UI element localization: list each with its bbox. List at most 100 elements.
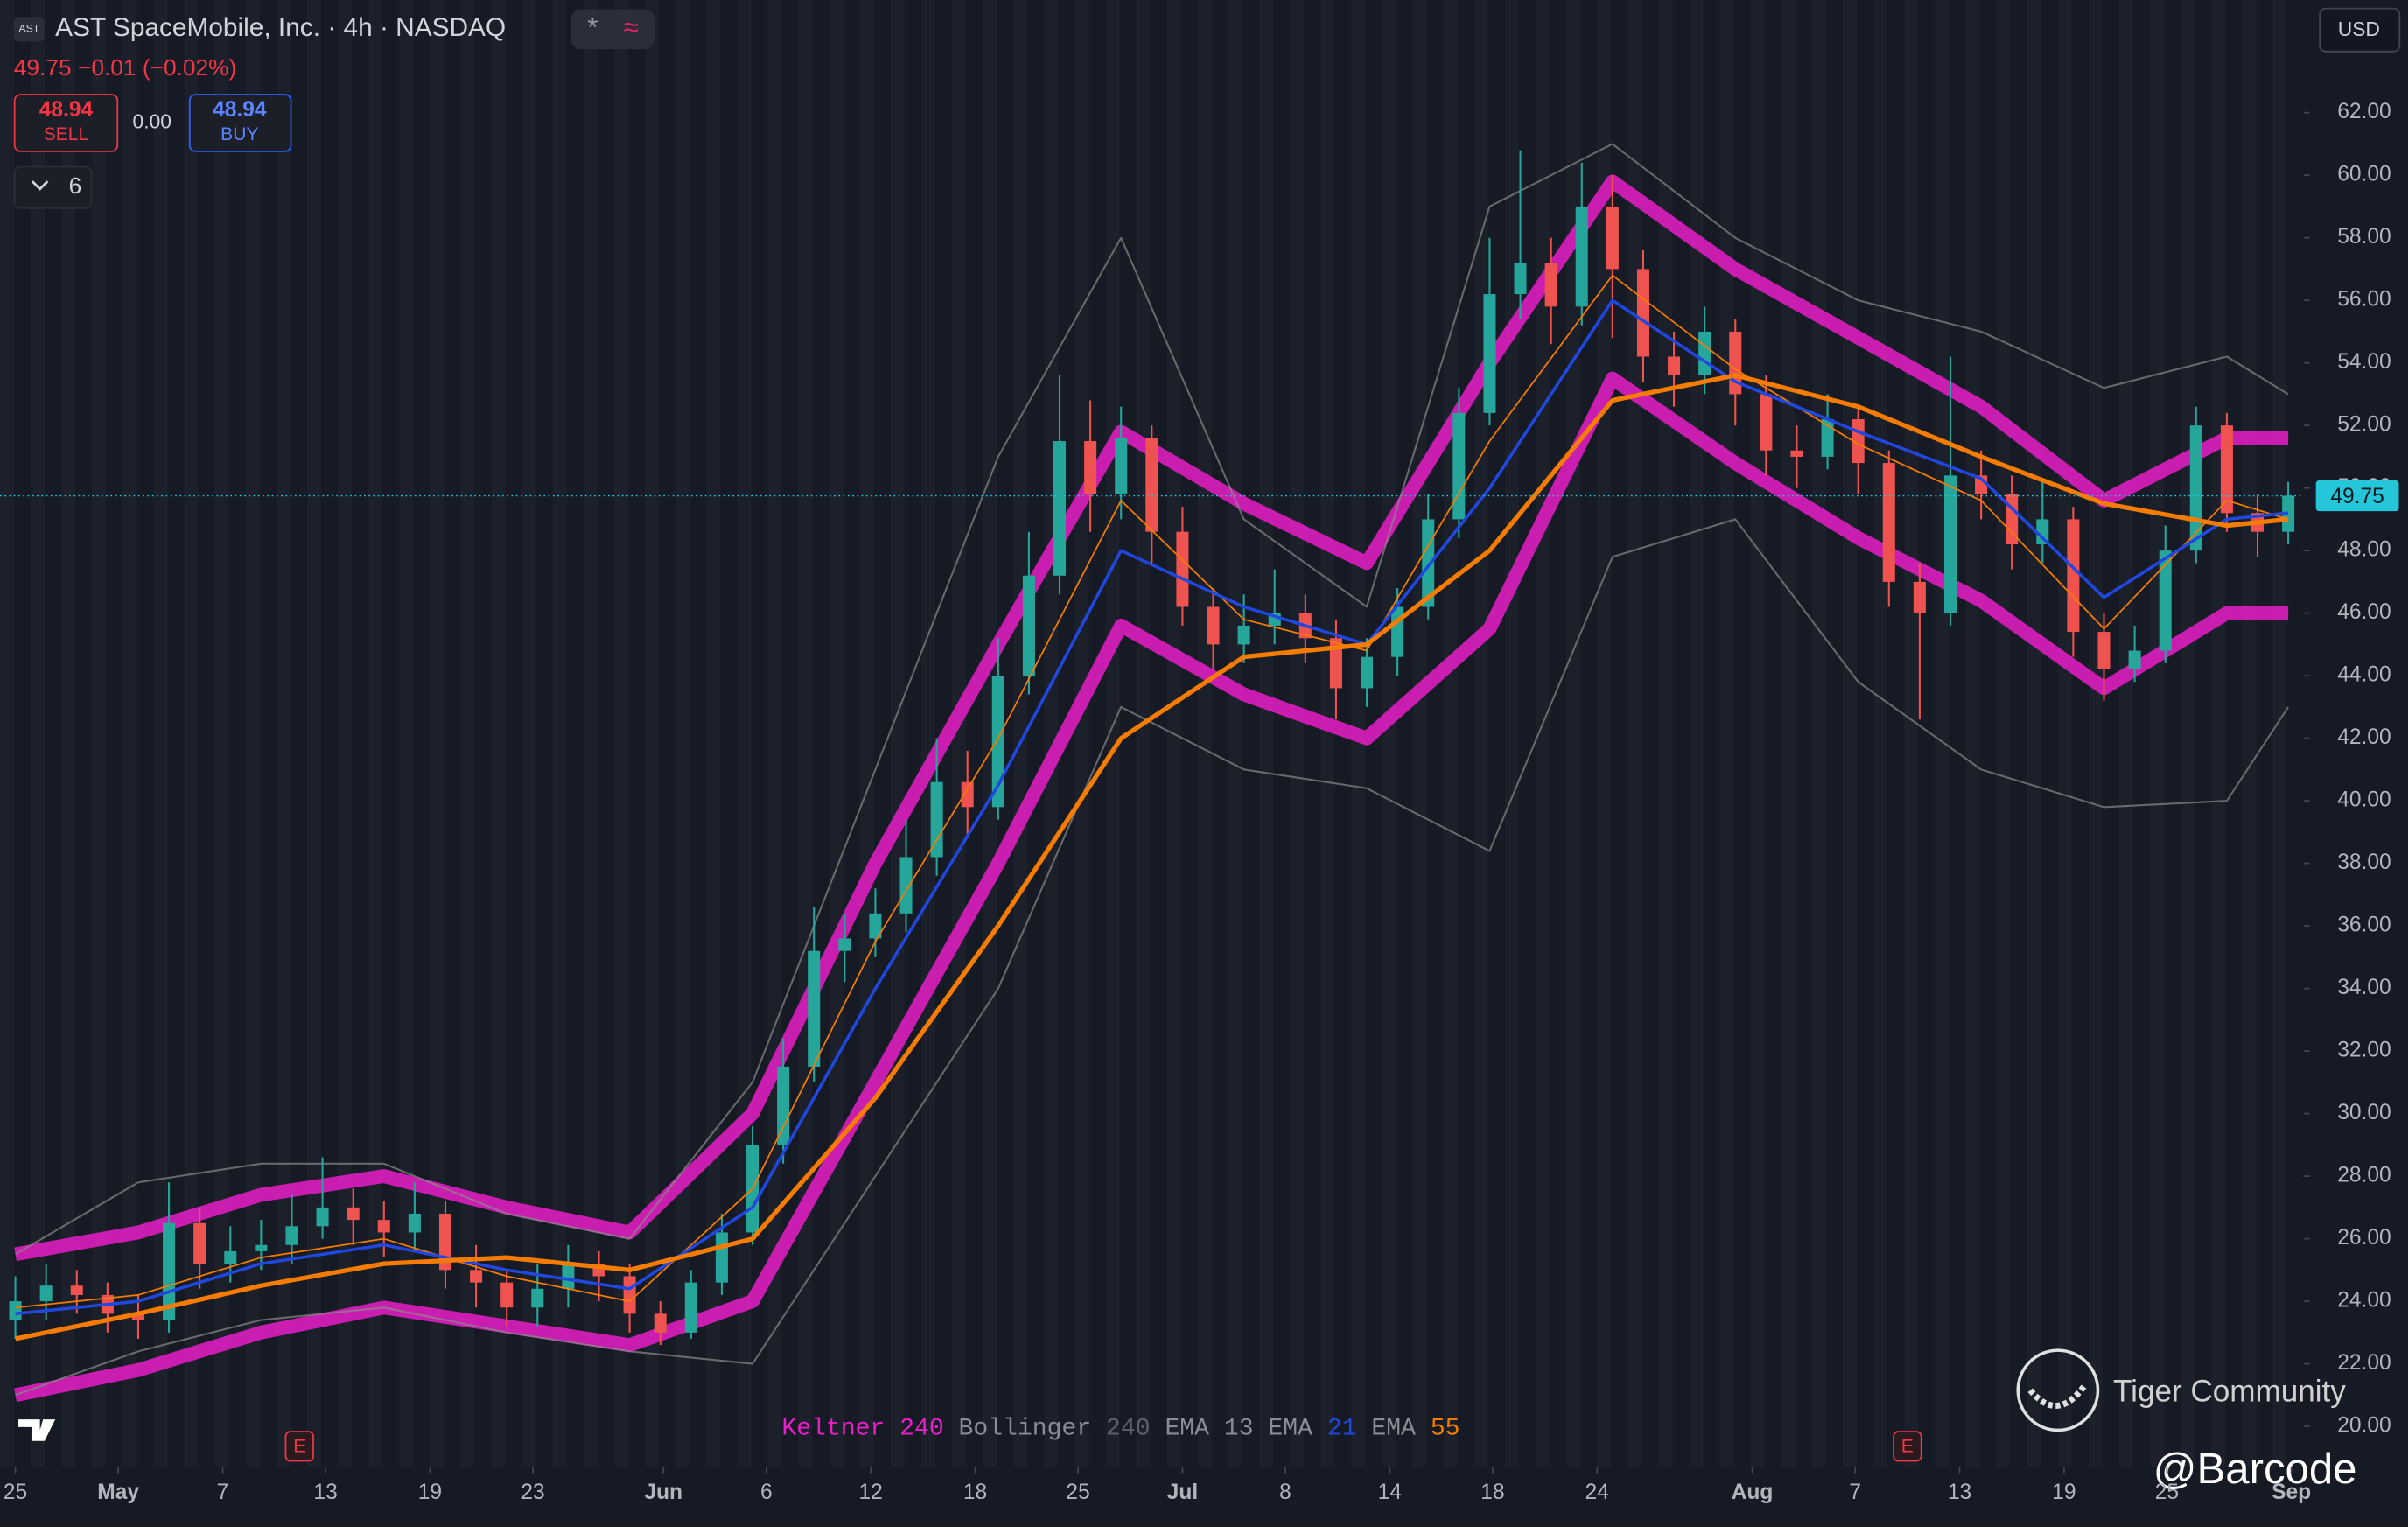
- candle-body: [777, 1066, 790, 1145]
- candle-body: [1698, 331, 1712, 375]
- plot: [0, 143, 2304, 1403]
- y-tick-label: 28.00: [2337, 1164, 2390, 1187]
- currency-button[interactable]: [2319, 7, 2401, 53]
- y-tick-label: 22.00: [2337, 1351, 2390, 1375]
- watermark-icon: [2016, 1348, 2100, 1432]
- y-tick-label: 38.00: [2337, 851, 2390, 874]
- candle-body: [2067, 519, 2080, 633]
- sell-price[interactable]: 48.94: [39, 98, 94, 122]
- event-label: E: [293, 1436, 305, 1456]
- x-tick-label: Jul: [1167, 1481, 1198, 1504]
- candle-body: [1483, 294, 1496, 413]
- last-price-box: [2315, 480, 2399, 512]
- candle-body: [1115, 438, 1128, 494]
- x-tick-label: 23: [521, 1481, 544, 1504]
- y-tick-label: 30.00: [2337, 1101, 2390, 1124]
- candle-body: [1237, 625, 1250, 645]
- buy-price[interactable]: 48.94: [213, 98, 267, 122]
- candle-body: [224, 1250, 237, 1264]
- sell-button[interactable]: [13, 94, 119, 152]
- chevron[interactable]: [31, 180, 49, 191]
- x-tick-label: 24: [1586, 1481, 1609, 1504]
- band-upper: [15, 143, 2289, 1256]
- event-label: E: [1901, 1436, 1914, 1456]
- candle-body: [2128, 650, 2141, 669]
- logo: AST: [18, 23, 39, 35]
- snowflake-icon[interactable]: *: [587, 11, 598, 43]
- legend-param: 240: [1106, 1416, 1151, 1443]
- legend-name: Bollinger: [959, 1416, 1092, 1443]
- band-lower: [15, 518, 2289, 1397]
- x-tick-label: 12: [858, 1481, 882, 1504]
- x-tick-label: Jun: [644, 1481, 682, 1504]
- candle-body: [39, 1285, 52, 1302]
- x-tick-label: 6: [760, 1481, 773, 1504]
- candle-body: [1514, 263, 1527, 295]
- candle-body: [1606, 206, 1619, 270]
- candle-body: [715, 1232, 728, 1283]
- buy-label[interactable]: BUY: [220, 124, 258, 144]
- candle-body: [900, 857, 913, 914]
- candle-body: [70, 1285, 83, 1295]
- candle-body: [470, 1270, 483, 1283]
- ema-line: [15, 298, 2289, 1316]
- candle-body: [1760, 394, 1773, 451]
- candle-body: [255, 1244, 268, 1251]
- legend-param: 240: [900, 1416, 944, 1443]
- indicator-count[interactable]: 6: [69, 172, 82, 199]
- candle-body: [1176, 531, 1189, 607]
- candle-body: [808, 950, 821, 1067]
- candle-body: [2220, 425, 2233, 514]
- ema-line: [15, 274, 2289, 1309]
- indicator-toggle[interactable]: [13, 165, 93, 209]
- wave-icon[interactable]: ≈: [624, 11, 639, 43]
- legend-param: 21: [1327, 1416, 1357, 1443]
- candle-body: [9, 1301, 22, 1320]
- candle-body: [285, 1226, 298, 1245]
- candle-body: [1636, 269, 1649, 357]
- y-tick-label: 62.00: [2337, 100, 2390, 123]
- candle-body: [562, 1264, 575, 1289]
- x-tick-label: 19: [2052, 1481, 2076, 1504]
- x-tick-label: 13: [1948, 1481, 1971, 1504]
- candle-body: [500, 1282, 514, 1308]
- x-tick-label: 14: [1378, 1481, 1402, 1504]
- x-tick-label: 19: [418, 1481, 442, 1504]
- candle-body: [1452, 412, 1466, 520]
- candle-body: [408, 1213, 421, 1233]
- candle-body: [654, 1313, 667, 1333]
- y-tick-label: 36.00: [2337, 914, 2390, 937]
- candle-body: [2159, 550, 2172, 651]
- x-tick-label: 25: [2155, 1481, 2179, 1504]
- sell-label[interactable]: SELL: [44, 124, 88, 144]
- y-tick-label: 54.00: [2337, 350, 2390, 374]
- spread: 0.00: [133, 109, 172, 132]
- y-tick-label: 40.00: [2337, 788, 2390, 812]
- candle-body: [623, 1276, 636, 1314]
- candle-body: [163, 1222, 176, 1320]
- candle-body: [1084, 441, 1097, 494]
- candle-body: [531, 1288, 544, 1308]
- indicator-legend: Keltner 240 Bollinger 240 EMA 13 EMA 21 …: [781, 1416, 1460, 1443]
- currency[interactable]: USD: [2338, 18, 2380, 40]
- watermark-brand: Tiger Community: [2113, 1375, 2346, 1409]
- last-price-label: 49.75: [2330, 485, 2384, 508]
- x-tick-label: 18: [1480, 1481, 1504, 1504]
- logo-box: [13, 17, 45, 42]
- legend-param: 55: [1431, 1416, 1460, 1443]
- candle-body: [869, 913, 882, 939]
- buy-button[interactable]: [188, 94, 292, 152]
- y-tick-label: 46.00: [2337, 600, 2390, 624]
- plot-area: [0, 0, 2304, 1467]
- last-price: 49.75: [14, 54, 72, 81]
- y-tick-label: 26.00: [2337, 1226, 2390, 1250]
- candle-body: [1668, 356, 1681, 375]
- candle-body: [193, 1222, 206, 1264]
- x-tick-label: 25: [1066, 1481, 1089, 1504]
- candle-body: [316, 1207, 329, 1227]
- candle-body: [1913, 581, 1926, 613]
- indicator-buttons[interactable]: [570, 9, 654, 50]
- candle-body: [346, 1207, 360, 1221]
- candle-body: [1943, 475, 1956, 613]
